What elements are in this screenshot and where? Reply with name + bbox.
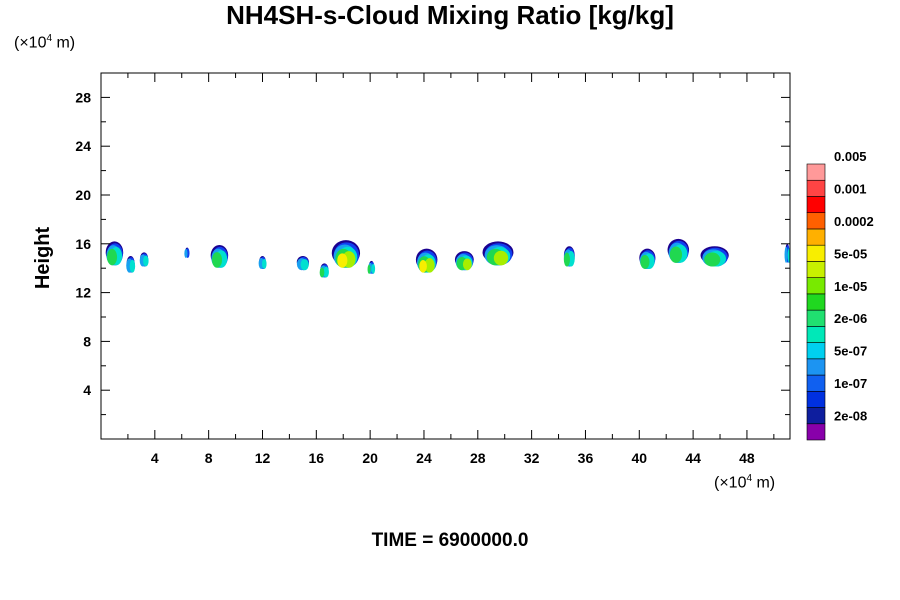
cloud-contour <box>337 253 348 268</box>
colorbar-label: 0.005 <box>834 149 867 164</box>
cloud-contour <box>143 255 149 267</box>
colorbar-swatch <box>806 358 826 376</box>
cloud-cell <box>319 263 329 278</box>
colorbar-swatch <box>806 261 826 278</box>
cloud-cell <box>296 256 309 271</box>
cloud-contour <box>323 266 329 278</box>
x-tick-label: 24 <box>416 450 432 466</box>
x-tick-label: 16 <box>309 450 325 466</box>
colorbar-swatch <box>806 423 826 441</box>
cloud-contour <box>129 259 136 273</box>
colorbar-swatch <box>806 374 826 392</box>
cloud-contour <box>787 248 790 263</box>
y-axis-unit: (×104 m) <box>14 33 76 52</box>
cloud-contour <box>184 248 188 258</box>
colorbar-label: 5e-07 <box>834 344 867 359</box>
cloud-cell <box>784 243 790 263</box>
cloud-cell <box>139 252 149 267</box>
cloud-cell <box>105 241 124 266</box>
y-tick-label: 8 <box>83 333 91 349</box>
y-tick-label: 20 <box>75 187 91 203</box>
colorbar-label: 5e-05 <box>834 246 867 261</box>
cloud-contour <box>212 252 223 268</box>
x-axis-unit: (×104 m) <box>714 473 776 492</box>
cloud-cell <box>184 247 190 258</box>
colorbar-label: 0.0002 <box>834 214 874 229</box>
colorbar-swatch <box>806 179 826 197</box>
colorbar-swatch <box>806 244 826 262</box>
cloud-contour <box>419 259 427 273</box>
cloud-cell <box>415 248 438 273</box>
cloud-contour <box>424 258 435 273</box>
cloud-contour <box>367 264 371 274</box>
colorbar-label: 1e-05 <box>834 279 867 294</box>
chart-title: NH4SH-s-Cloud Mixing Ratio [kg/kg] <box>226 0 674 30</box>
colorbar-swatch <box>806 228 826 246</box>
cloud-cell <box>454 251 474 271</box>
y-tick-label: 4 <box>83 382 91 398</box>
cloud-cell <box>563 246 575 267</box>
cloud-contour <box>784 246 788 263</box>
colorbar-swatch <box>806 326 826 343</box>
cloud-contour <box>669 246 683 263</box>
cloud-contour <box>563 252 570 267</box>
cloud-contour <box>640 254 650 269</box>
colorbar-swatch <box>806 212 826 230</box>
cloud-contour <box>462 258 472 271</box>
x-tick-label: 28 <box>470 450 486 466</box>
cloud-cell <box>639 248 656 269</box>
colorbar-label: 2e-08 <box>834 409 867 424</box>
cloud-contour <box>493 250 509 266</box>
y-axis-label: Height <box>32 227 54 290</box>
x-tick-label: 36 <box>578 450 594 466</box>
colorbar-swatch <box>806 196 826 214</box>
y-tick-label: 24 <box>75 138 91 154</box>
y-tick-label: 28 <box>75 89 91 105</box>
x-tick-label: 20 <box>362 450 378 466</box>
x-tick-label: 8 <box>205 450 213 466</box>
x-tick-label: 44 <box>685 450 701 466</box>
x-tick-label: 48 <box>739 450 755 466</box>
cloud-cell <box>367 260 376 274</box>
cloud-cell <box>331 240 361 268</box>
y-tick-label: 12 <box>75 285 91 301</box>
time-label: TIME = 6900000.0 <box>371 530 529 551</box>
cloud-cell <box>700 246 729 267</box>
colorbar-legend: 2e-08 1e-07 5e-07 2e-06 1e-05 5e-05 0.0002 0.00… <box>806 149 874 441</box>
colorbar-swatch <box>806 163 826 181</box>
colorbar-swatch <box>806 293 826 311</box>
cloud-contour <box>704 252 721 267</box>
x-tick-label: 40 <box>631 450 647 466</box>
x-tick-label: 4 <box>151 450 159 466</box>
colorbar-label: 0.001 <box>834 181 867 196</box>
colorbar-swatch <box>806 309 826 327</box>
colorbar-swatch <box>806 407 826 425</box>
cloud-cell <box>210 245 229 268</box>
colorbar-label: 1e-07 <box>834 376 867 391</box>
y-axis: 4 8 12 16 20 24 28 <box>75 89 790 416</box>
cloud-field <box>105 238 790 278</box>
x-tick-label: 12 <box>255 450 271 466</box>
colorbar-swatch <box>806 342 826 360</box>
cloud-contour <box>262 258 267 269</box>
x-axis: 4 8 12 16 20 24 28 32 36 40 44 48 <box>127 73 775 466</box>
cloud-cell <box>258 255 267 269</box>
cloud-cell <box>126 256 136 273</box>
cloud-cell <box>482 241 514 266</box>
colorbar-label: 2e-06 <box>834 311 867 326</box>
cloud-cell <box>667 238 690 263</box>
plot-frame <box>100 72 791 440</box>
x-tick-label: 32 <box>524 450 540 466</box>
colorbar-swatch <box>806 277 826 295</box>
colorbar-swatch <box>806 390 826 408</box>
cloud-contour <box>107 248 118 266</box>
cloud-contour <box>371 263 376 274</box>
cloud-contour <box>300 259 309 271</box>
cloud-contour <box>319 267 325 278</box>
y-tick-label: 16 <box>75 236 91 252</box>
